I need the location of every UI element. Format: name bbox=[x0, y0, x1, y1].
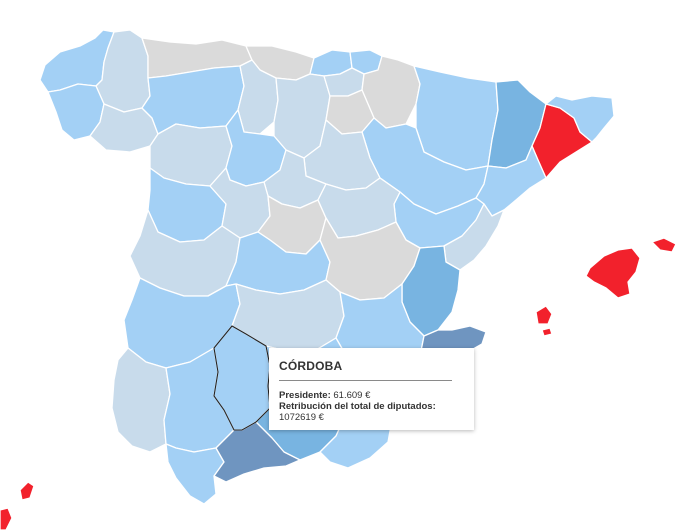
province-ibiza[interactable]: Ibiza bbox=[535, 305, 553, 325]
tooltip-divider bbox=[279, 380, 452, 381]
tooltip-retribucion-label: Retribución del total de diputados: bbox=[279, 401, 436, 412]
province-fuerteventura[interactable]: Fuerteventura bbox=[0, 507, 13, 530]
province-cadiz[interactable]: Cádiz bbox=[165, 443, 225, 505]
province-lanzarote[interactable]: Lanzarote bbox=[19, 481, 35, 501]
province-mallorca[interactable]: Mallorca bbox=[585, 247, 641, 299]
tooltip-retribucion-line: Retribución del total de diputados: bbox=[279, 401, 464, 412]
tooltip-retribucion-value: 1072619 € bbox=[279, 412, 324, 423]
tooltip-title: CÓRDOBA bbox=[279, 359, 343, 373]
tooltip-presidente-line: Presidente: 61.609 € bbox=[279, 390, 464, 401]
province-girona[interactable]: Girona bbox=[545, 95, 615, 143]
province-formentera[interactable]: Formentera bbox=[541, 327, 553, 337]
province-menorca[interactable]: Menorca bbox=[651, 237, 677, 253]
tooltip-presidente-value: 61.609 € bbox=[333, 390, 371, 401]
province-castellon[interactable]: Castellón bbox=[443, 203, 505, 271]
province-tooltip: CÓRDOBA Presidente: 61.609 € Retribución… bbox=[269, 348, 474, 430]
selected-province-outline bbox=[213, 325, 271, 431]
tooltip-presidente-label: Presidente: bbox=[279, 390, 331, 401]
